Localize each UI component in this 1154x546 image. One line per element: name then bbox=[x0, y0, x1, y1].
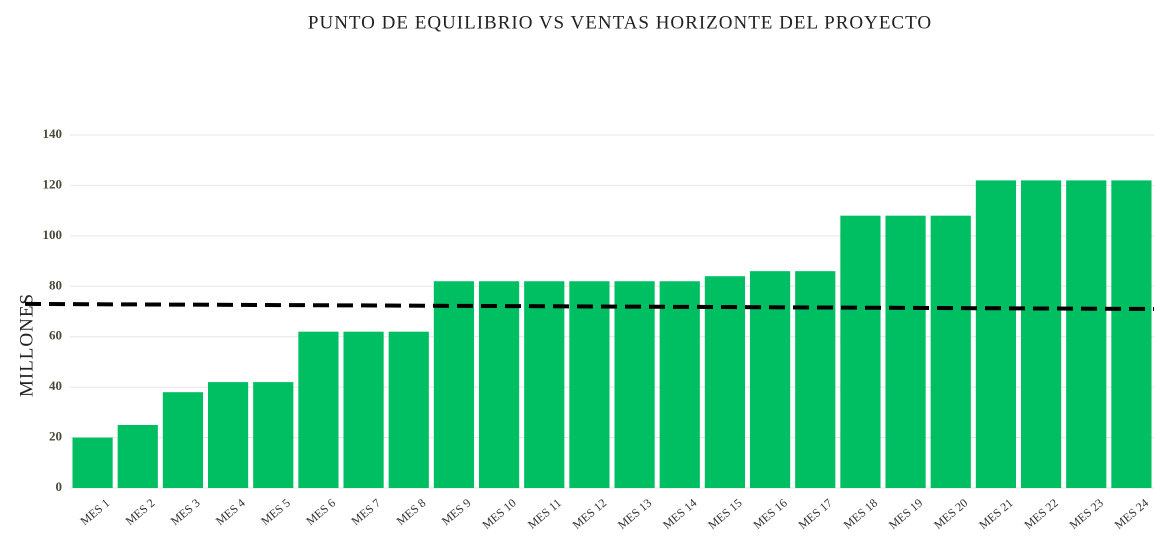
y-tick-label: 80 bbox=[49, 277, 62, 292]
x-tick-label: MES 12 bbox=[570, 496, 609, 532]
x-tick-label: MES 7 bbox=[348, 496, 383, 528]
bar bbox=[569, 281, 610, 488]
y-tick-label: 60 bbox=[49, 328, 62, 343]
y-tick-label: 100 bbox=[43, 227, 63, 242]
x-tick-label: MES 17 bbox=[796, 496, 835, 532]
x-tick-label: MES 2 bbox=[123, 496, 158, 528]
x-tick-label: MES 15 bbox=[705, 496, 744, 532]
bar bbox=[659, 281, 700, 488]
y-tick-label: 0 bbox=[56, 479, 63, 494]
x-tick-label: MES 9 bbox=[439, 496, 474, 528]
bar bbox=[749, 271, 791, 488]
x-tick-label: MES 19 bbox=[886, 496, 925, 532]
bar bbox=[298, 331, 339, 488]
bar bbox=[930, 215, 971, 488]
y-tick-label: 140 bbox=[43, 126, 63, 141]
bar bbox=[795, 271, 836, 488]
bar bbox=[614, 281, 655, 488]
bar bbox=[117, 424, 158, 488]
bar bbox=[840, 215, 881, 488]
x-tick-label: MES 18 bbox=[841, 496, 880, 532]
y-tick-label: 40 bbox=[49, 378, 62, 393]
reference-line bbox=[24, 301, 1154, 311]
bar bbox=[478, 281, 520, 488]
bar bbox=[343, 331, 384, 488]
y-axis-label: MILLONES bbox=[16, 293, 37, 397]
y-tick-label: 120 bbox=[43, 176, 63, 191]
bar bbox=[253, 382, 294, 488]
x-tick-label: MES 11 bbox=[525, 496, 564, 532]
bar bbox=[162, 392, 204, 488]
bar bbox=[1066, 180, 1107, 488]
x-tick-label: MES 20 bbox=[931, 496, 970, 532]
x-tick-label: MES 5 bbox=[258, 496, 293, 528]
x-tick-label: MES 4 bbox=[213, 496, 248, 528]
x-tick-label: MES 3 bbox=[168, 496, 203, 528]
bar bbox=[1020, 180, 1062, 488]
y-tick-label: 20 bbox=[49, 429, 62, 444]
x-tick-label: MES 13 bbox=[615, 496, 654, 532]
bar bbox=[388, 331, 429, 488]
bar bbox=[72, 437, 113, 488]
x-tick-label: MES 8 bbox=[394, 496, 429, 528]
x-tick-label: MES 14 bbox=[660, 496, 699, 532]
x-tick-label: MES 24 bbox=[1112, 496, 1151, 532]
x-tick-label: MES 1 bbox=[77, 496, 112, 528]
bar bbox=[1111, 180, 1152, 488]
bar bbox=[207, 382, 249, 488]
x-tick-label: MES 22 bbox=[1021, 496, 1060, 532]
chart-title: PUNTO DE EQUILIBRIO VS VENTAS HORIZONTE … bbox=[308, 12, 932, 33]
x-tick-label: MES 10 bbox=[479, 496, 518, 532]
x-tick-label: MES 16 bbox=[750, 496, 789, 532]
x-tick-label: MES 6 bbox=[303, 496, 338, 528]
bar bbox=[524, 281, 565, 488]
x-tick-label: MES 21 bbox=[976, 496, 1015, 532]
x-tick-label: MES 23 bbox=[1067, 496, 1106, 532]
bar bbox=[433, 281, 475, 488]
bar bbox=[704, 276, 746, 488]
bar bbox=[975, 180, 1017, 488]
bar bbox=[885, 215, 926, 488]
